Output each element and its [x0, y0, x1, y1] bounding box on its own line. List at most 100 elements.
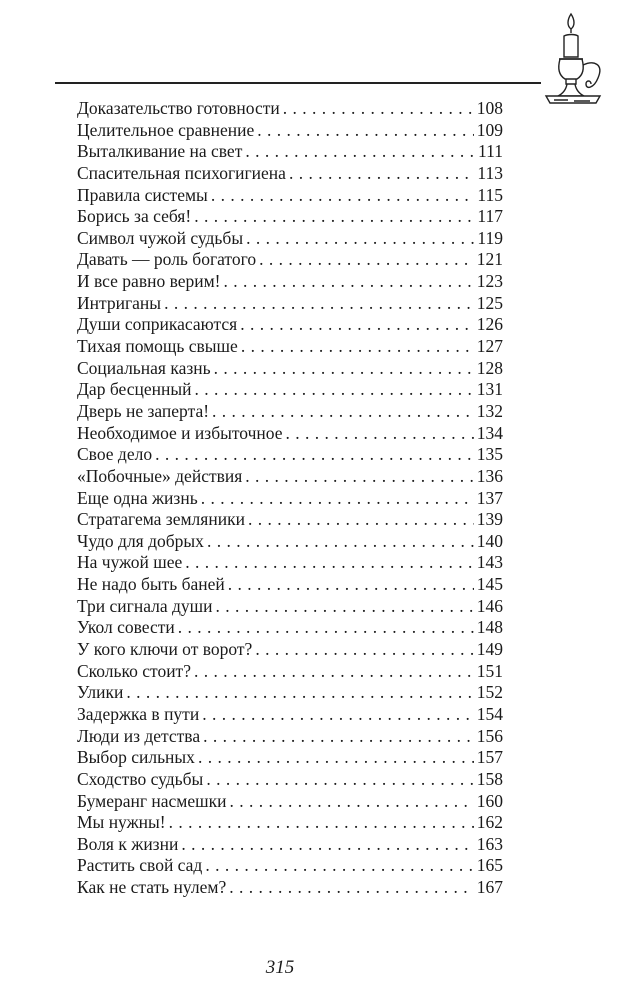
toc-entry: И все равно верим! 123	[77, 271, 503, 293]
toc-entry: На чужой шее 143	[77, 552, 503, 574]
toc-entry-page: 151	[476, 660, 503, 681]
toc-entry: Свое дело 135	[77, 444, 503, 466]
toc-entry-title: На чужой шее	[77, 552, 183, 573]
toc-entry-title: Улики	[77, 682, 124, 703]
dot-leader	[203, 726, 474, 748]
toc-entry-title: Бумеранг насмешки	[77, 790, 227, 811]
toc-entry-title: Социальная казнь	[77, 357, 211, 378]
toc-entry-title: Дверь не заперта!	[77, 400, 210, 421]
toc-entry-title: Давать — роль богатого	[77, 249, 257, 270]
toc-entry-page: 115	[477, 184, 503, 205]
toc-entry: Растить свой сад 165	[77, 855, 503, 877]
toc-entry-page: 146	[476, 595, 503, 616]
toc-entry: Чудо для добрых 140	[77, 531, 503, 553]
toc-entry-page: 119	[477, 227, 503, 248]
toc-entry: Улики 152	[77, 682, 503, 704]
toc-entry-page: 143	[476, 552, 503, 573]
dot-leader	[259, 249, 474, 271]
toc-entry-title: Выталкивание на свет	[77, 141, 243, 162]
dot-leader	[245, 141, 475, 163]
toc-entry-title: Не надо быть баней	[77, 574, 225, 595]
toc-entry-title: Укол совести	[77, 617, 175, 638]
toc-entry-page: 135	[476, 444, 503, 465]
dot-leader	[246, 228, 474, 250]
dot-leader	[214, 358, 474, 380]
toc-entry-page: 121	[476, 249, 503, 270]
toc-entry-page: 156	[476, 725, 503, 746]
toc-entry: Тихая помощь свыше 127	[77, 336, 503, 358]
dot-leader	[224, 271, 474, 293]
toc-entry-title: Чудо для добрых	[77, 530, 204, 551]
toc-entry-page: 113	[477, 162, 503, 183]
toc-entry-page: 148	[476, 617, 503, 638]
dot-leader	[255, 639, 473, 661]
dot-leader	[206, 769, 473, 791]
toc-entry-title: Души соприкасаются	[77, 314, 238, 335]
toc-entry: Не надо быть баней 145	[77, 574, 503, 596]
toc-entry: Давать — роль богатого 121	[77, 249, 503, 271]
page-number: 315	[265, 957, 295, 978]
toc-entry-page: 152	[476, 682, 503, 703]
toc-entry: Целительное сравнение 109	[77, 120, 503, 142]
candlestick-icon	[544, 12, 602, 104]
dot-leader	[248, 509, 474, 531]
toc-entry: Сходство судьбы 158	[77, 769, 503, 791]
toc-entry: Борись за себя! 117	[77, 206, 503, 228]
dot-leader	[215, 596, 473, 618]
toc-entry: Люди из детства 156	[77, 726, 503, 748]
toc-entry-page: 111	[478, 141, 503, 162]
toc-entry-page: 149	[476, 639, 503, 660]
toc-entry-title: Целительное сравнение	[77, 119, 255, 140]
toc-entry-title: У кого ключи от ворот?	[77, 639, 253, 660]
toc-entry: Три сигнала души 146	[77, 596, 503, 618]
header-rule	[55, 82, 541, 84]
toc-entry: Дверь не заперта! 132	[77, 401, 503, 423]
toc-entry: Бумеранг насмешки 160	[77, 791, 503, 813]
toc-entry-title: Задержка в пути	[77, 703, 200, 724]
toc-entry-page: 139	[476, 509, 503, 530]
toc-entry: Укол совести 148	[77, 617, 503, 639]
toc-entry: Воля к жизни 163	[77, 834, 503, 856]
dot-leader	[178, 617, 474, 639]
dot-leader	[201, 488, 474, 510]
dot-leader	[283, 98, 474, 120]
toc-entry-title: Люди из детства	[77, 725, 201, 746]
toc-entry: Мы нужны! 162	[77, 812, 503, 834]
toc-entry: Выталкивание на свет 111	[77, 141, 503, 163]
toc-entry-title: Необходимое и избыточное	[77, 422, 283, 443]
toc-entry-title: Спасительная психогигиена	[77, 162, 286, 183]
toc-entry: Задержка в пути 154	[77, 704, 503, 726]
dot-leader	[202, 704, 474, 726]
toc-entry-page: 136	[476, 465, 503, 486]
toc-entry-page: 125	[476, 292, 503, 313]
toc-entry: Доказательство готовности 108	[77, 98, 503, 120]
toc-entry-title: Сколько стоит?	[77, 660, 191, 681]
toc-entry-page: 108	[476, 98, 503, 118]
table-of-contents: Доказательство готовности108Целительное …	[77, 98, 503, 899]
toc-entry-title: Воля к жизни	[77, 833, 179, 854]
toc-entry: Стратагема земляники 139	[77, 509, 503, 531]
toc-entry: Социальная казнь 128	[77, 358, 503, 380]
toc-entry: У кого ключи от ворот? 149	[77, 639, 503, 661]
dot-leader	[211, 185, 475, 207]
dot-leader	[257, 120, 473, 142]
toc-entry-page: 137	[476, 487, 503, 508]
dot-leader	[230, 791, 474, 813]
dot-leader	[164, 293, 474, 315]
dot-leader	[289, 163, 474, 185]
toc-entry: Необходимое и избыточное 134	[77, 423, 503, 445]
dot-leader	[212, 401, 474, 423]
dot-leader	[245, 466, 473, 488]
toc-entry-page: 132	[476, 400, 503, 421]
dot-leader	[285, 423, 473, 445]
dot-leader	[194, 661, 474, 683]
toc-entry-page: 160	[476, 790, 503, 811]
toc-entry-page: 165	[476, 855, 503, 876]
toc-entry: Символ чужой судьбы 119	[77, 228, 503, 250]
toc-entry-title: Мы нужны!	[77, 812, 166, 833]
toc-entry: Еще одна жизнь 137	[77, 488, 503, 510]
toc-entry: Сколько стоит? 151	[77, 661, 503, 683]
toc-entry-page: 126	[476, 314, 503, 335]
dot-leader	[194, 206, 474, 228]
toc-entry: Как не стать нулем? 167	[77, 877, 503, 899]
